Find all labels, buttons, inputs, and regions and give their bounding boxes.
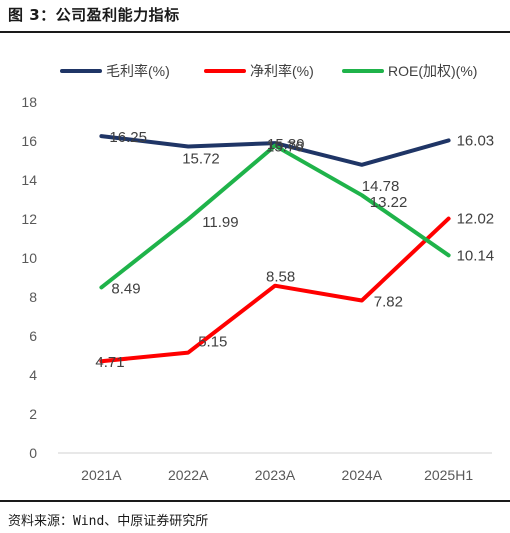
y-tick-label: 12	[21, 211, 37, 227]
y-tick-label: 6	[29, 328, 37, 344]
x-tick-label: 2025H1	[424, 467, 473, 483]
data-label: 5.15	[198, 334, 227, 351]
data-label: 12.02	[457, 211, 495, 228]
data-label: 11.99	[202, 214, 238, 231]
x-tick-label: 2023A	[255, 467, 296, 483]
figure-title: 图 3：公司盈利能力指标	[8, 6, 180, 24]
title-divider	[0, 31, 510, 33]
legend-label: 净利率(%)	[250, 63, 314, 79]
y-axis: 0 2 4 6 8 10 12 14 16 18	[21, 94, 37, 461]
data-label: 16.25	[109, 129, 147, 146]
source-note: 资料来源：Wind、中原证券研究所	[8, 514, 209, 529]
y-tick-label: 14	[21, 172, 37, 188]
series-line	[99, 216, 451, 364]
data-label: 13.22	[370, 194, 408, 211]
data-label: 15.72	[182, 150, 220, 167]
data-label: 15.76	[266, 139, 304, 156]
legend-label: 毛利率(%)	[106, 63, 170, 79]
data-label: 7.82	[374, 294, 403, 311]
data-label: 15.89	[267, 136, 305, 153]
y-tick-label: 0	[29, 445, 37, 461]
series-line	[99, 134, 451, 167]
x-tick-label: 2022A	[168, 467, 209, 483]
chart-legend: 毛利率(%) 净利率(%) ROE(加权)(%)	[60, 63, 477, 79]
series-lines	[99, 134, 451, 364]
data-labels: 16.25 15.72 15.89 14.78 16.03 4.71 5.15 8.58 7.8…	[95, 129, 494, 371]
x-axis: 2021A 2022A 2023A 2024A 2025H1	[58, 452, 492, 483]
data-label: 4.71	[95, 354, 124, 371]
x-tick-label: 2024A	[342, 467, 383, 483]
y-tick-label: 16	[21, 133, 37, 149]
series-line	[99, 143, 451, 290]
data-label: 8.49	[111, 280, 140, 297]
y-tick-label: 4	[29, 367, 37, 383]
legend-label: ROE(加权)(%)	[388, 63, 477, 79]
y-tick-label: 8	[29, 289, 37, 305]
source-divider	[0, 500, 510, 502]
data-label: 14.78	[362, 178, 400, 195]
profitability-line-chart: 毛利率(%) 净利率(%) ROE(加权)(%) 0 2 4 6 8 10 12 14 16 18 2…	[21, 63, 494, 483]
y-tick-label: 2	[29, 406, 37, 422]
y-tick-label: 18	[21, 94, 37, 110]
data-label: 10.14	[457, 247, 495, 264]
y-tick-label: 10	[21, 250, 37, 266]
x-tick-label: 2021A	[81, 467, 122, 483]
data-label: 16.03	[457, 132, 495, 149]
data-label: 8.58	[266, 269, 295, 286]
